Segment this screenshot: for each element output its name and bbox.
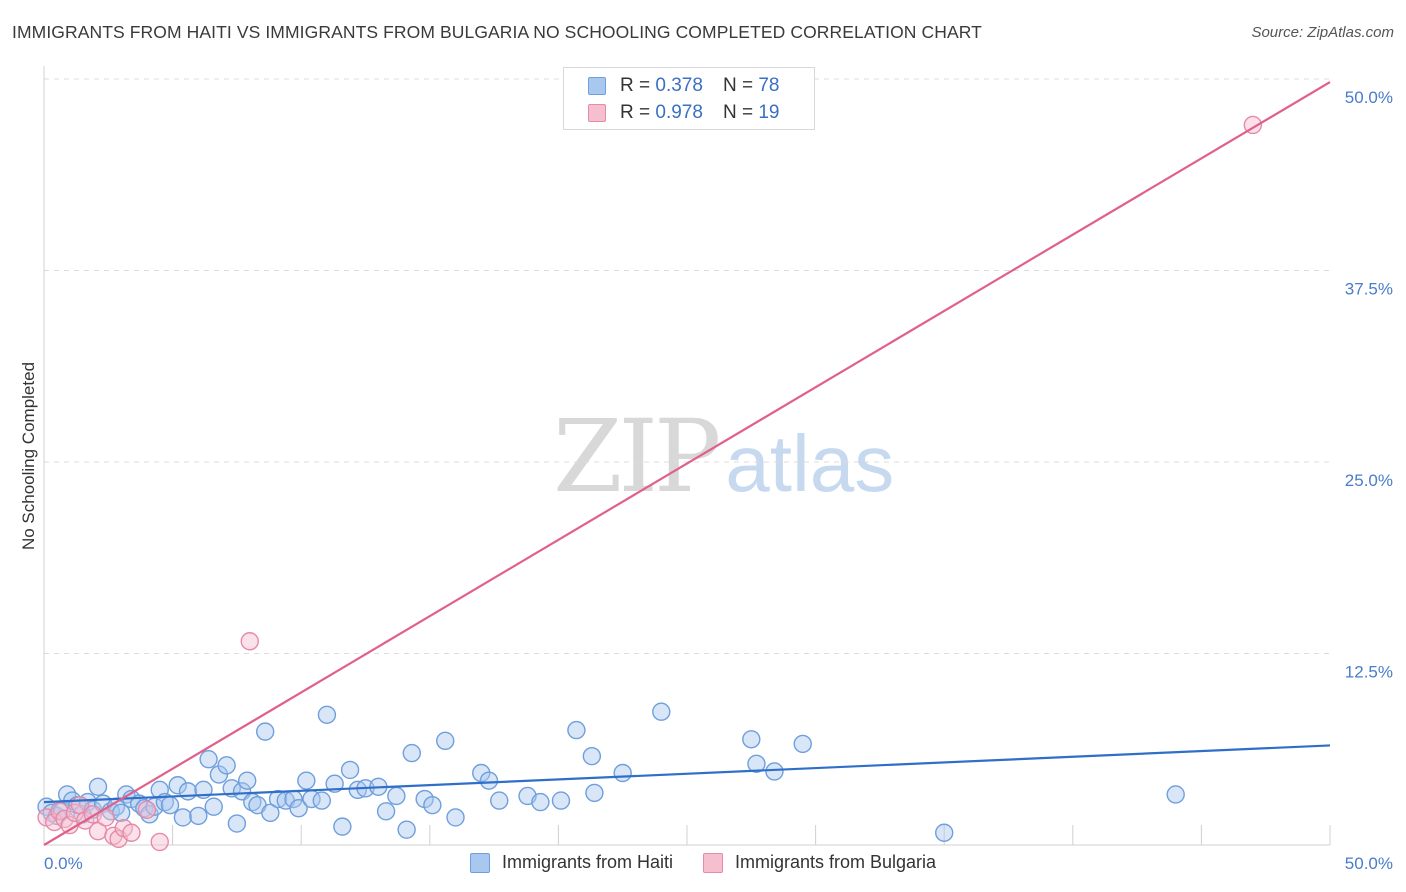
legend-label-haiti: Immigrants from Haiti xyxy=(501,852,673,872)
legend-item-haiti: Immigrants from Haiti xyxy=(469,852,673,873)
haiti-point xyxy=(297,771,316,790)
haiti-point xyxy=(747,754,766,774)
haiti-point xyxy=(446,808,465,827)
x-tick-label: 50.0% xyxy=(1345,854,1393,873)
haiti-point xyxy=(168,776,187,795)
haiti-point xyxy=(160,795,180,815)
haiti-point xyxy=(237,771,257,790)
haiti-point xyxy=(199,750,218,769)
y-tick-label: 25.0% xyxy=(1345,471,1393,490)
haiti-point xyxy=(317,705,337,724)
haiti-point xyxy=(397,820,416,839)
haiti-point xyxy=(423,795,442,815)
y-tick-label: 12.5% xyxy=(1345,663,1393,682)
haiti-point xyxy=(376,802,396,821)
haiti-point xyxy=(472,763,491,783)
haiti-point xyxy=(567,720,586,740)
haiti-point xyxy=(582,746,602,766)
chart-title: IMMIGRANTS FROM HAITI VS IMMIGRANTS FROM… xyxy=(12,22,982,42)
legend-n-value: 78 xyxy=(758,75,780,96)
legend-swatch-haiti xyxy=(588,77,606,95)
haiti-point xyxy=(479,771,499,790)
haiti-point xyxy=(209,765,229,784)
haiti-point xyxy=(173,808,193,827)
haiti-point xyxy=(255,722,275,741)
legend-swatch-bulgaria xyxy=(702,852,723,873)
legend-r-value: 0.378 xyxy=(655,75,703,96)
legend-n-value: 19 xyxy=(758,102,780,123)
stats-legend-row-bulgaria: R = 0.978 N = 19 xyxy=(588,101,779,125)
haiti-point xyxy=(387,786,406,806)
haiti-point xyxy=(436,731,455,751)
haiti-point xyxy=(765,762,784,781)
legend-label-bulgaria: Immigrants from Bulgaria xyxy=(734,852,937,872)
haiti-point xyxy=(585,783,604,803)
x-tick-label: 0.0% xyxy=(44,854,83,873)
haiti-point xyxy=(88,777,108,796)
legend-r-label: R = xyxy=(620,75,651,96)
haiti-point xyxy=(312,791,331,810)
legend-swatch-haiti xyxy=(469,852,490,873)
legend-n-label: N = xyxy=(722,102,754,123)
haiti-point xyxy=(204,797,223,816)
y-axis-label: No Schooling Completed xyxy=(19,362,38,550)
haiti-point xyxy=(261,803,280,823)
haiti-point xyxy=(217,756,236,775)
series-legend: Immigrants from Haiti Immigrants from Bu… xyxy=(0,852,1406,873)
bulgaria-point xyxy=(122,823,141,842)
haiti-point xyxy=(340,760,360,780)
bulgaria-trend-line xyxy=(43,81,1331,846)
haiti-point xyxy=(551,791,571,810)
bulgaria-point xyxy=(240,632,259,651)
haiti-point xyxy=(613,763,632,783)
haiti-point xyxy=(935,823,954,842)
source-label: Source: ZipAtlas.com xyxy=(1251,24,1394,41)
legend-swatch-bulgaria xyxy=(588,104,606,122)
y-tick-label: 37.5% xyxy=(1345,280,1393,299)
legend-item-bulgaria: Immigrants from Bulgaria xyxy=(702,852,937,873)
haiti-point xyxy=(531,792,550,812)
haiti-point xyxy=(178,782,198,801)
haiti-point xyxy=(742,730,761,749)
bulgaria-point xyxy=(137,800,157,819)
haiti-point xyxy=(1166,785,1185,804)
haiti-point xyxy=(652,702,671,721)
haiti-point xyxy=(289,799,308,818)
haiti-point xyxy=(402,743,421,763)
haiti-point xyxy=(793,734,812,754)
haiti-point xyxy=(333,817,352,836)
legend-r-label: R = xyxy=(620,102,651,123)
haiti-point xyxy=(325,774,344,793)
bulgaria-point xyxy=(150,832,169,852)
stats-legend-row-haiti: R = 0.378 N = 78 xyxy=(588,74,779,98)
legend-r-value: 0.978 xyxy=(655,102,703,123)
stats-legend: R = 0.378 N = 78 R = 0.978 N = 19 xyxy=(563,67,815,130)
haiti-point xyxy=(189,806,208,826)
y-tick-label: 50.0% xyxy=(1345,88,1393,107)
haiti-point xyxy=(490,791,509,810)
haiti-trend-line xyxy=(43,744,1331,804)
haiti-point xyxy=(227,814,247,833)
bulgaria-point xyxy=(45,812,64,832)
legend-n-label: N = xyxy=(722,75,754,96)
